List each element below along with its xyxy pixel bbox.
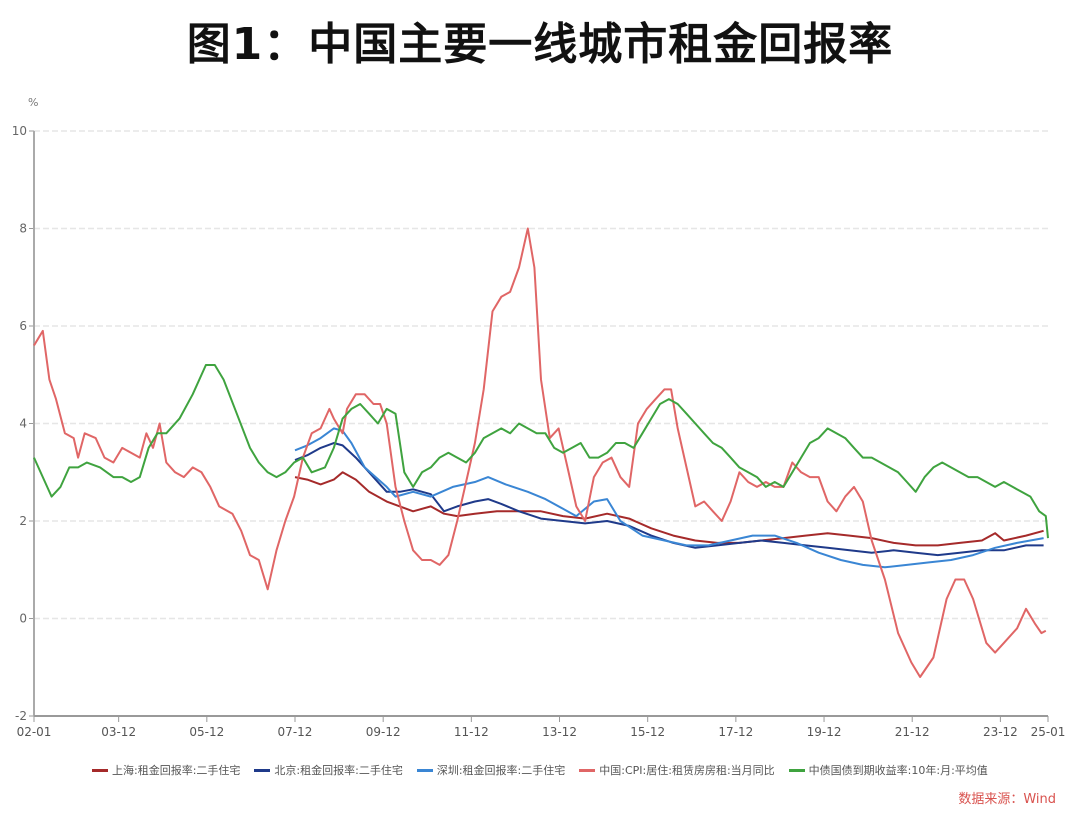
y-tick-label: -2: [15, 709, 27, 723]
y-tick-label: 4: [19, 417, 27, 431]
y-axis-unit: %: [28, 96, 39, 109]
gridlines: [34, 130, 1048, 620]
x-tick-label: 02-01: [17, 725, 52, 739]
y-tick-label: 0: [19, 612, 27, 626]
y-tick-label: 10: [12, 124, 27, 138]
legend-item-bond-yield[interactable]: 中债国债到期收益率:10年:月:平均值: [788, 762, 988, 778]
legend-swatch-icon: [416, 768, 433, 772]
x-tick-label: 05-12: [189, 725, 224, 739]
legend-label: 深圳:租金回报率:二手住宅: [436, 764, 566, 777]
x-tick-label: 11-12: [454, 725, 489, 739]
axes: -2 0 2 4 6 8 10 02-01 03-12 05-12 07-12 09-12 11-12 1…: [12, 124, 1066, 739]
y-tick-label: 6: [19, 319, 27, 333]
series-lines: [33, 227, 1049, 678]
legend-label: 上海:租金回报率:二手住宅: [112, 764, 241, 777]
x-tick-label: 03-12: [101, 725, 136, 739]
x-tick-label: 25-01: [1031, 725, 1066, 739]
legend-swatch-icon: [579, 768, 596, 772]
x-tick-label: 23-12: [983, 725, 1018, 739]
legend: 上海:租金回报率:二手住宅 北京:租金回报率:二手住宅 深圳:租金回报率:二手住…: [92, 762, 988, 778]
legend-swatch-icon: [254, 768, 271, 772]
x-tick-label: 21-12: [895, 725, 930, 739]
chart-title: 图1：中国主要一线城市租金回报率: [186, 19, 894, 70]
legend-item-shanghai[interactable]: 上海:租金回报率:二手住宅: [92, 762, 240, 778]
y-tick-label: 8: [19, 222, 27, 236]
legend-item-cpi-rent[interactable]: 中国:CPI:居住:租赁房房租:当月同比: [579, 762, 775, 778]
legend-label: 中债国债到期收益率:10年:月:平均值: [808, 764, 988, 777]
x-tick-label: 17-12: [718, 725, 753, 739]
legend-swatch-icon: [788, 768, 805, 772]
legend-label: 北京:租金回报率:二手住宅: [274, 764, 403, 777]
series-line: [33, 364, 1049, 539]
x-tick-label: 13-12: [542, 725, 577, 739]
x-tick-label: 09-12: [366, 725, 401, 739]
legend-swatch-icon: [92, 768, 108, 772]
legend-item-shenzhen[interactable]: 深圳:租金回报率:二手住宅: [416, 762, 566, 778]
y-tick-label: 2: [19, 514, 27, 528]
x-tick-label: 19-12: [807, 725, 842, 739]
data-source: 数据来源：Wind: [958, 792, 1056, 807]
legend-label: 中国:CPI:居住:租赁房房租:当月同比: [599, 764, 775, 777]
x-tick-label: 07-12: [278, 725, 313, 739]
series-line: [294, 427, 1044, 569]
x-tick-label: 15-12: [630, 725, 665, 739]
legend-item-beijing[interactable]: 北京:租金回报率:二手住宅: [254, 762, 403, 778]
series-line: [294, 442, 1044, 557]
series-line: [294, 471, 1044, 547]
series-line: [33, 227, 1047, 678]
